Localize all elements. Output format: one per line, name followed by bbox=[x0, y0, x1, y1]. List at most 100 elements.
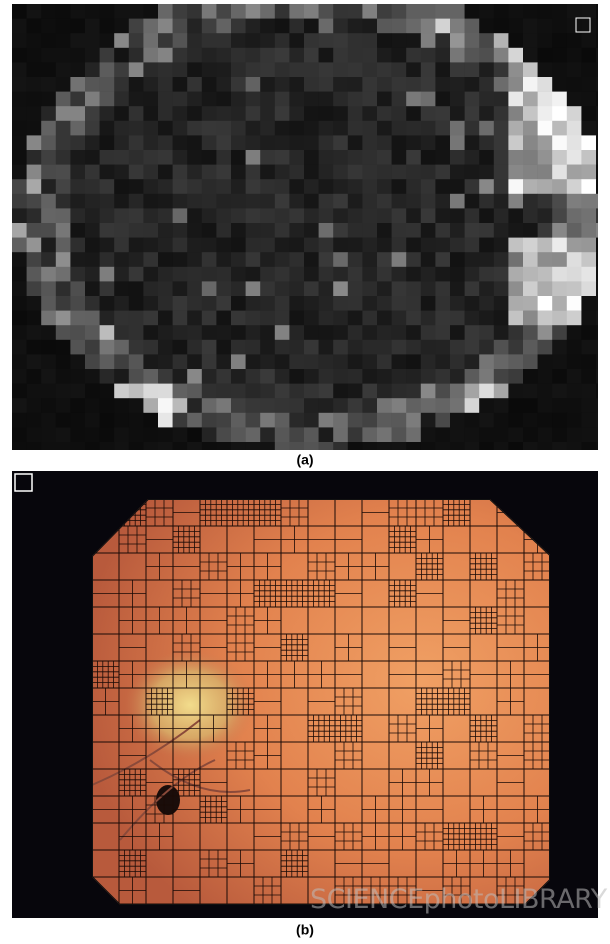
pixel bbox=[362, 48, 377, 63]
pixel bbox=[216, 106, 231, 121]
pixel bbox=[479, 398, 494, 413]
pixel bbox=[173, 267, 188, 282]
pixel bbox=[392, 208, 407, 223]
pixel bbox=[596, 281, 610, 296]
pixel bbox=[392, 325, 407, 340]
pixel bbox=[494, 442, 509, 457]
pixel bbox=[216, 4, 231, 19]
pixel bbox=[304, 311, 319, 326]
pixel bbox=[260, 77, 275, 92]
pixel bbox=[392, 19, 407, 34]
pixel bbox=[450, 121, 465, 136]
pixel bbox=[202, 208, 217, 223]
pixel bbox=[41, 4, 56, 19]
pixel bbox=[114, 223, 129, 238]
pixel bbox=[231, 398, 246, 413]
pixel bbox=[12, 354, 27, 369]
pixel bbox=[275, 427, 290, 442]
pixel bbox=[319, 33, 334, 48]
pixel bbox=[100, 19, 115, 34]
pixel bbox=[319, 223, 334, 238]
pixel bbox=[12, 62, 27, 77]
pixel bbox=[494, 281, 509, 296]
pixel bbox=[450, 267, 465, 282]
pixel bbox=[596, 165, 610, 180]
pixel bbox=[114, 19, 129, 34]
pixel bbox=[85, 325, 100, 340]
pixel bbox=[85, 413, 100, 428]
pixel bbox=[216, 238, 231, 253]
pixel bbox=[333, 325, 348, 340]
pixel bbox=[421, 369, 436, 384]
pixel bbox=[348, 179, 363, 194]
pixel bbox=[216, 398, 231, 413]
pixel bbox=[596, 413, 610, 428]
pixel bbox=[523, 121, 538, 136]
pixel bbox=[202, 413, 217, 428]
pixel bbox=[479, 252, 494, 267]
pixel bbox=[435, 150, 450, 165]
pixel bbox=[435, 354, 450, 369]
pixel bbox=[538, 19, 553, 34]
pixel bbox=[362, 398, 377, 413]
pixel bbox=[552, 208, 567, 223]
pixel bbox=[246, 398, 261, 413]
pixel bbox=[392, 33, 407, 48]
pixel bbox=[275, 340, 290, 355]
pixel bbox=[260, 252, 275, 267]
pixel bbox=[143, 384, 158, 399]
pixel bbox=[581, 194, 596, 209]
pixel bbox=[552, 106, 567, 121]
pixel bbox=[421, 413, 436, 428]
pixel bbox=[216, 77, 231, 92]
pixel bbox=[377, 238, 392, 253]
pixel bbox=[567, 106, 582, 121]
pixel bbox=[319, 267, 334, 282]
pixel bbox=[421, 165, 436, 180]
pixel bbox=[275, 311, 290, 326]
pixel bbox=[158, 179, 173, 194]
pixel bbox=[187, 121, 202, 136]
pixel bbox=[187, 296, 202, 311]
pixel bbox=[523, 135, 538, 150]
pixel bbox=[362, 325, 377, 340]
pixel bbox=[231, 48, 246, 63]
pixel bbox=[304, 4, 319, 19]
pixel bbox=[479, 19, 494, 34]
pixel bbox=[100, 252, 115, 267]
pixel bbox=[289, 121, 304, 136]
pixel bbox=[348, 267, 363, 282]
pixel bbox=[538, 106, 553, 121]
pixel bbox=[231, 296, 246, 311]
pixel bbox=[538, 121, 553, 136]
pixel bbox=[421, 267, 436, 282]
pixel bbox=[465, 135, 480, 150]
pixel bbox=[508, 33, 523, 48]
pixel bbox=[158, 267, 173, 282]
pixel bbox=[289, 398, 304, 413]
pixel bbox=[187, 369, 202, 384]
pixel bbox=[41, 150, 56, 165]
pixel bbox=[333, 77, 348, 92]
pixel bbox=[289, 48, 304, 63]
pixel bbox=[260, 223, 275, 238]
pixel bbox=[304, 77, 319, 92]
pixel bbox=[260, 442, 275, 457]
pixel bbox=[406, 442, 421, 457]
pixel bbox=[289, 252, 304, 267]
pixel bbox=[100, 281, 115, 296]
pixel bbox=[56, 267, 71, 282]
pixel bbox=[465, 325, 480, 340]
pixel bbox=[202, 281, 217, 296]
pixel bbox=[260, 62, 275, 77]
pixel bbox=[581, 238, 596, 253]
pixel bbox=[552, 413, 567, 428]
pixel bbox=[567, 281, 582, 296]
pixel bbox=[114, 252, 129, 267]
pixel bbox=[173, 311, 188, 326]
pixel bbox=[187, 252, 202, 267]
pixel bbox=[406, 413, 421, 428]
pixel bbox=[187, 19, 202, 34]
pixel bbox=[421, 135, 436, 150]
pixel bbox=[567, 340, 582, 355]
